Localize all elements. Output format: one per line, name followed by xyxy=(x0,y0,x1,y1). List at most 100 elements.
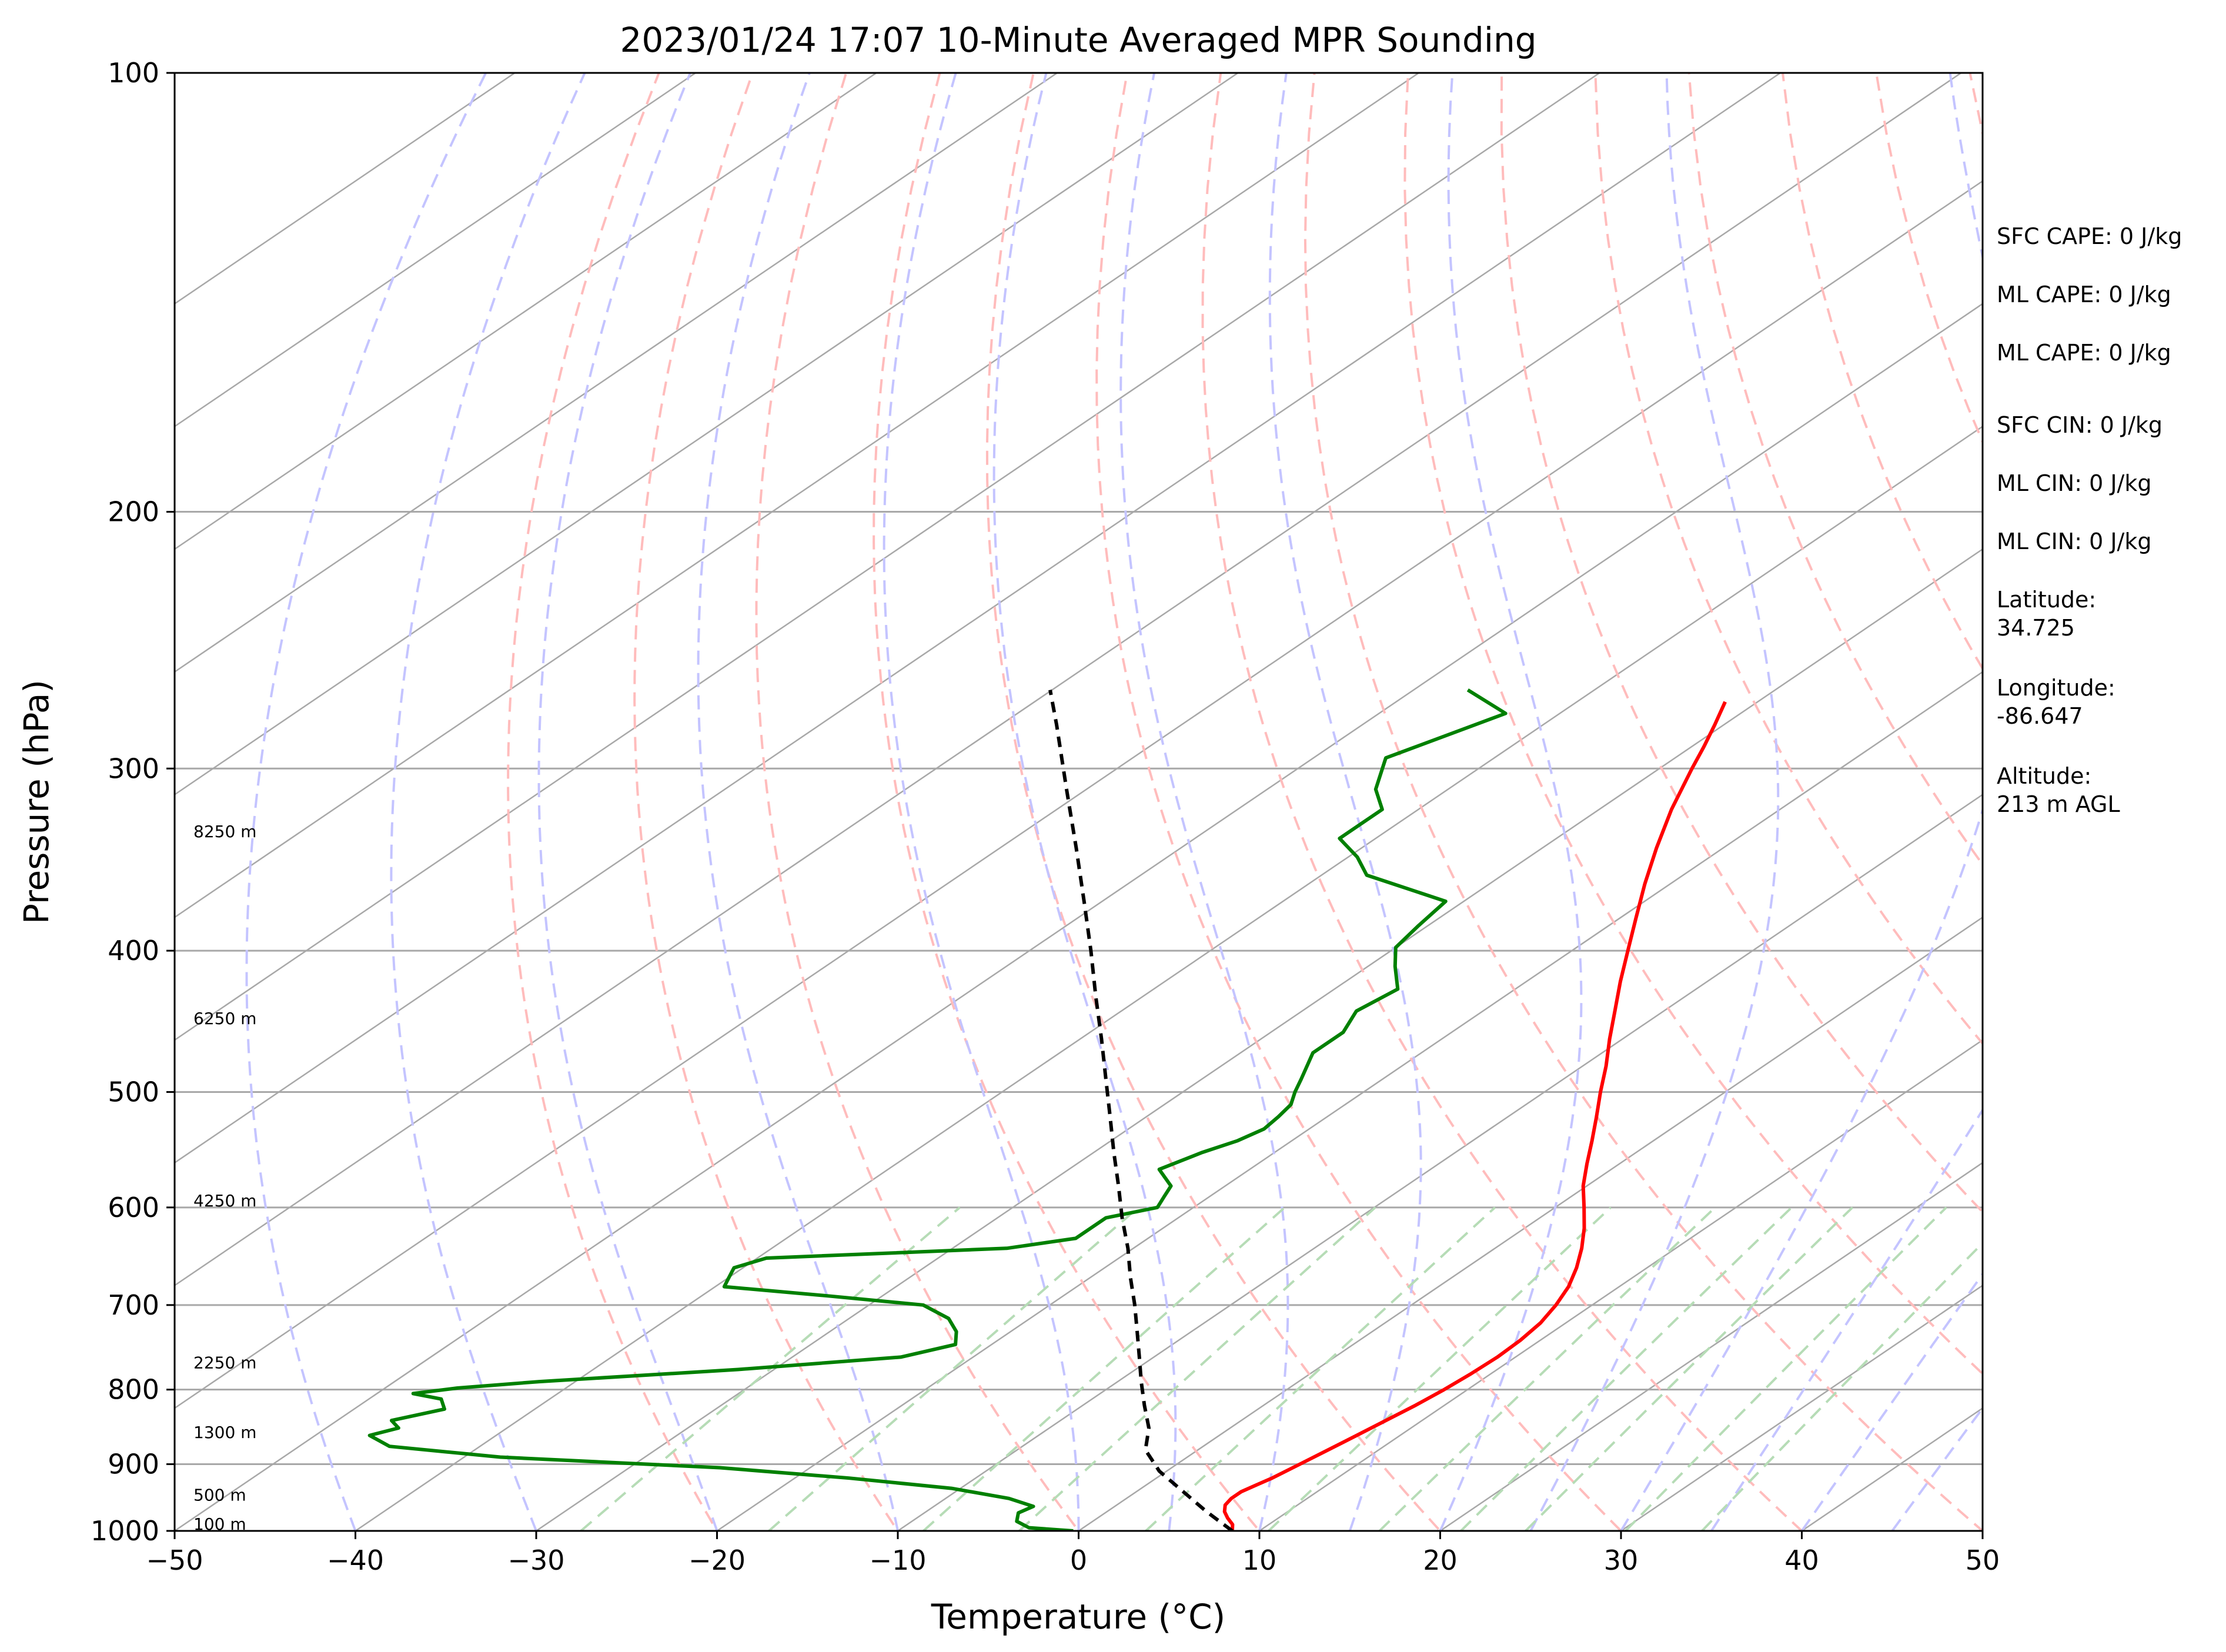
series-dewpoint-line xyxy=(367,688,1508,1531)
dry-adiabat-lines xyxy=(507,73,1983,1531)
moist-adiabat-line xyxy=(1710,1108,1983,1531)
info-label: ML CIN: 0 J/kg xyxy=(1997,529,2151,554)
x-tick-label: 0 xyxy=(1070,1544,1087,1576)
mixing-ratio-line xyxy=(1378,1206,1716,1531)
height-label: 2250 m xyxy=(193,1353,256,1372)
mixing-ratio-line xyxy=(923,1206,1286,1531)
moist-adiabat-line xyxy=(1268,73,1422,1531)
mixing-ratio-line xyxy=(1460,1206,1793,1531)
x-axis-title: Temperature (°C) xyxy=(931,1597,1226,1637)
info-value: 213 m AGL xyxy=(1997,791,2120,817)
chart-title: 2023/01/24 17:07 10-Minute Averaged MPR … xyxy=(620,20,1536,60)
isotherm-line xyxy=(1619,1285,1983,1531)
isotherm-line xyxy=(175,180,1983,1409)
x-tick-label: −30 xyxy=(507,1544,564,1576)
x-tick-label: 10 xyxy=(1242,1544,1277,1576)
dry-adiabat-line xyxy=(507,73,718,1531)
isotherm-line xyxy=(716,671,1983,1531)
y-tick-label: 500 xyxy=(108,1076,159,1108)
moist-adiabat-line xyxy=(1620,73,1983,1531)
mixing-ratio-line xyxy=(1625,1206,1947,1531)
height-label: 500 m xyxy=(193,1485,246,1504)
x-tick-label: −50 xyxy=(146,1544,203,1576)
dry-adiabat-line xyxy=(755,73,1081,1531)
x-tick-label: 20 xyxy=(1423,1544,1458,1576)
mixing-ratio-line xyxy=(1018,1206,1376,1531)
height-label: 6250 m xyxy=(193,1009,256,1028)
sounding-series xyxy=(367,688,1727,1531)
moist-adiabat-lines xyxy=(245,73,1983,1531)
mixing-ratio-lines xyxy=(580,1206,1983,1531)
x-tick-label: 50 xyxy=(1966,1544,2000,1576)
info-label: Latitude: xyxy=(1997,587,2096,613)
info-label: Longitude: xyxy=(1997,675,2115,701)
isotherm-line xyxy=(354,425,1983,1531)
x-tick-label: 40 xyxy=(1784,1544,1819,1576)
sounding-info-panel: SFC CAPE: 0 J/kg ML CAPE: 0 J/kg ML CAPE: … xyxy=(1997,223,2182,817)
isotherm-line xyxy=(1258,1039,1983,1531)
y-axis-ticks: 1000 900 800 700 600 500 400 300 200 100 xyxy=(91,57,175,1547)
y-tick-label: 600 xyxy=(108,1192,159,1223)
info-value: 34.725 xyxy=(1997,615,2075,641)
info-label: ML CIN: 0 J/kg xyxy=(1997,470,2151,496)
isotherm-line xyxy=(175,73,1781,1164)
dry-adiabat-line xyxy=(1095,73,1623,1531)
moist-adiabat-line xyxy=(245,73,487,1531)
mixing-ratio-line xyxy=(580,1206,961,1531)
y-tick-label: 200 xyxy=(108,496,159,528)
x-tick-label: −20 xyxy=(688,1544,746,1576)
dry-adiabat-line xyxy=(1403,73,1983,1376)
isotherm-line xyxy=(175,73,1419,918)
isotherm-line xyxy=(175,73,696,427)
plot-frame xyxy=(173,72,1984,1532)
isotherm-lines xyxy=(175,73,1983,1531)
moist-adiabat-line xyxy=(1529,73,1780,1531)
y-tick-label: 800 xyxy=(108,1374,159,1406)
dry-adiabat-line xyxy=(985,73,1442,1531)
x-tick-label: 30 xyxy=(1604,1544,1639,1576)
dry-adiabat-line xyxy=(633,73,900,1531)
y-tick-label: 100 xyxy=(108,57,159,89)
moist-adiabat-line xyxy=(697,73,899,1531)
dry-adiabat-line xyxy=(1500,73,1983,1214)
y-tick-label: 400 xyxy=(108,935,159,967)
dry-adiabat-line xyxy=(1303,73,1983,1531)
dry-adiabat-line xyxy=(1201,73,1804,1531)
y-tick-label: 1000 xyxy=(91,1515,159,1547)
x-axis-ticks: −50 −40 −30 −20 −10 0 10 20 30 40 50 xyxy=(146,1531,2000,1576)
info-label: ML CAPE: 0 J/kg xyxy=(1997,282,2171,307)
series-parcel-line xyxy=(1048,690,1234,1531)
moist-adiabat-line xyxy=(390,73,586,1531)
moist-adiabat-line xyxy=(537,73,718,1531)
moist-adiabat-line xyxy=(883,73,1080,1531)
mixing-ratio-line xyxy=(1268,1206,1612,1531)
series-temperature-line xyxy=(1222,701,1727,1531)
x-tick-label: −40 xyxy=(327,1544,384,1576)
isotherm-line xyxy=(175,73,516,305)
isotherm-line xyxy=(175,303,1983,1531)
info-label: SFC CAPE: 0 J/kg xyxy=(1997,223,2182,249)
y-axis-title: Pressure (hPa) xyxy=(16,680,56,924)
isotherm-line xyxy=(175,73,1962,1287)
info-value: -86.647 xyxy=(1997,703,2083,729)
isotherm-line xyxy=(534,548,1983,1531)
info-label: ML CAPE: 0 J/kg xyxy=(1997,340,2171,366)
mixing-ratio-line xyxy=(1145,1206,1496,1531)
y-tick-label: 300 xyxy=(108,753,159,784)
moist-adiabat-line xyxy=(992,73,1177,1531)
info-label: Altitude: xyxy=(1997,763,2091,789)
isotherm-line xyxy=(175,73,877,550)
moist-adiabat-line xyxy=(1439,73,1583,1531)
mixing-ratio-line xyxy=(1525,1206,1854,1531)
mixing-ratio-line xyxy=(768,1206,1139,1531)
height-label: 8250 m xyxy=(193,822,256,841)
y-tick-label: 900 xyxy=(108,1449,159,1480)
info-label: SFC CIN: 0 J/kg xyxy=(1997,412,2163,438)
height-label: 1300 m xyxy=(193,1423,256,1442)
moist-adiabat-line xyxy=(1800,1272,1983,1531)
height-label: 4250 m xyxy=(193,1191,256,1210)
mixing-ratio-line xyxy=(1701,1241,1983,1531)
moist-adiabat-line xyxy=(1119,73,1289,1531)
